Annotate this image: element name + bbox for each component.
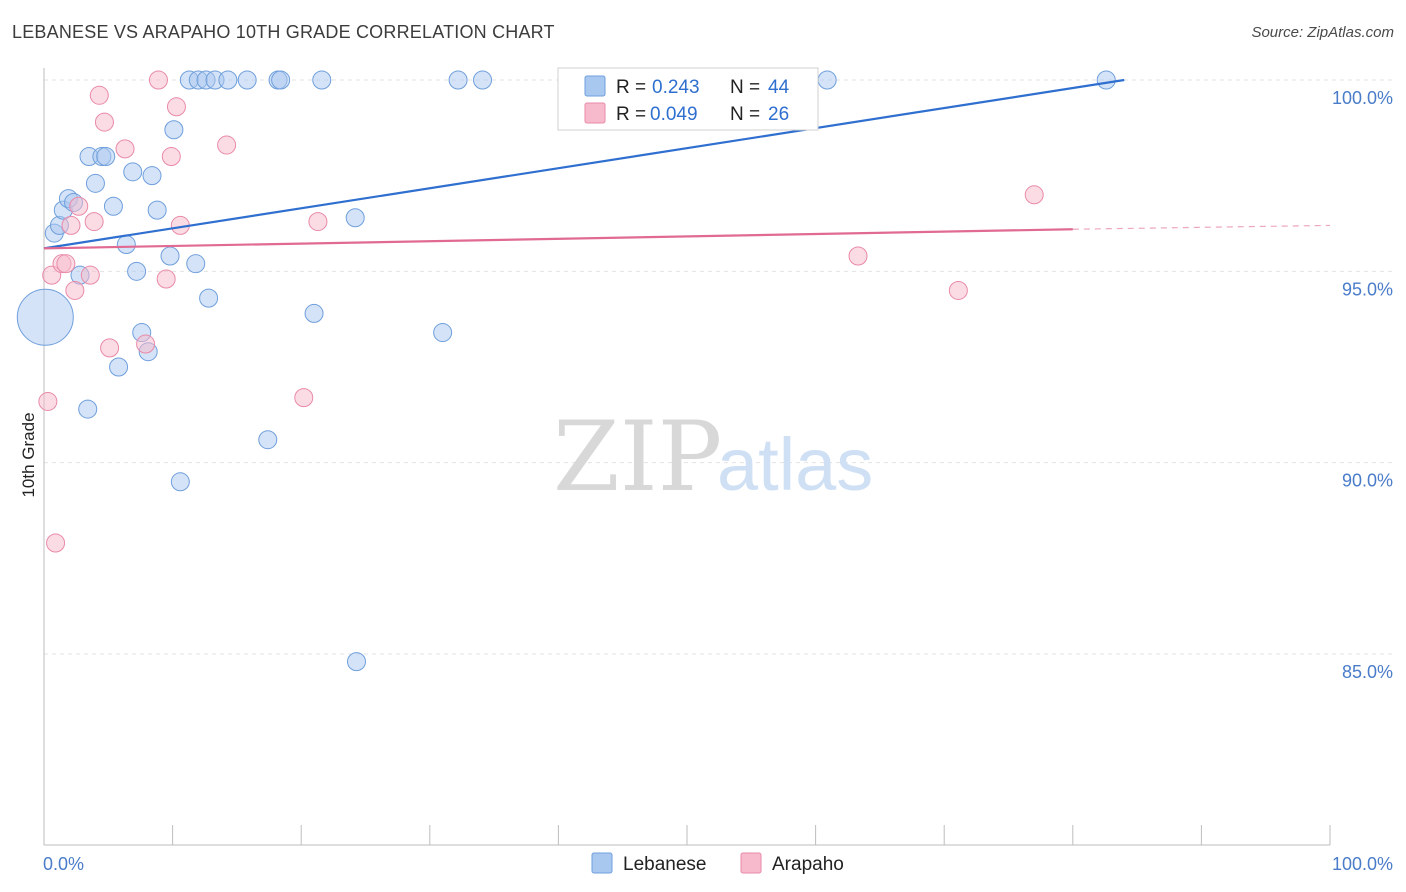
data-point-arapaho bbox=[948, 280, 968, 300]
data-points bbox=[16, 70, 1116, 672]
data-point-lebanese bbox=[123, 162, 143, 182]
data-point-lebanese bbox=[164, 120, 184, 140]
watermark: ZIP atlas bbox=[553, 401, 873, 513]
data-point-lebanese bbox=[199, 288, 219, 308]
data-point-arapaho bbox=[69, 196, 89, 216]
data-point-arapaho bbox=[100, 338, 120, 358]
data-point-lebanese bbox=[345, 208, 365, 228]
data-point-lebanese bbox=[473, 70, 493, 90]
data-point-arapaho bbox=[148, 70, 168, 90]
data-point-arapaho bbox=[115, 139, 135, 159]
data-point-lebanese bbox=[103, 196, 123, 216]
data-point-arapaho bbox=[80, 265, 100, 285]
data-point-lebanese bbox=[116, 235, 136, 255]
data-point-arapaho bbox=[1024, 185, 1044, 205]
data-point-lebanese bbox=[147, 200, 167, 220]
trend-lines bbox=[43, 78, 1331, 250]
legend-swatch-lebanese-bottom bbox=[591, 852, 613, 874]
grid-lines bbox=[44, 79, 1395, 655]
source-label: Source: ZipAtlas.com bbox=[1251, 24, 1394, 41]
legend-label-arapaho: Arapaho bbox=[772, 854, 844, 875]
data-point-lebanese bbox=[433, 323, 453, 343]
x-tick-label: 0.0% bbox=[43, 854, 84, 874]
data-point-lebanese bbox=[142, 166, 162, 186]
data-point-arapaho bbox=[166, 97, 186, 117]
data-point-lebanese bbox=[78, 399, 98, 419]
data-point-arapaho bbox=[848, 246, 868, 266]
legend-r-label-arapaho: R = bbox=[616, 104, 646, 125]
x-tick-label: 100.0% bbox=[1332, 854, 1393, 874]
axes bbox=[43, 68, 1331, 846]
legend-n-value-arapaho: 26 bbox=[768, 104, 789, 125]
trend-line-lebanese bbox=[43, 78, 1125, 250]
data-point-lebanese bbox=[258, 430, 278, 450]
data-point-arapaho bbox=[156, 269, 176, 289]
data-point-lebanese bbox=[346, 652, 366, 672]
data-point-lebanese bbox=[218, 70, 238, 90]
trend-line-extension-arapaho bbox=[1072, 224, 1331, 230]
data-point-lebanese bbox=[312, 70, 332, 90]
series-legend: Lebanese Arapaho bbox=[591, 852, 844, 875]
legend-swatch-arapaho-bottom bbox=[740, 852, 762, 874]
legend-n-label-lebanese: N = bbox=[730, 77, 760, 98]
watermark-zip: ZIP bbox=[553, 401, 722, 513]
data-point-arapaho bbox=[46, 533, 66, 553]
data-point-lebanese bbox=[817, 70, 837, 90]
data-point-lebanese bbox=[1096, 70, 1116, 90]
stats-legend: R = 0.243 N = 44 R = 0.049 N = 26 bbox=[557, 67, 819, 131]
data-point-arapaho bbox=[161, 147, 181, 167]
data-point-lebanese bbox=[448, 70, 468, 90]
legend-n-label-arapaho: N = bbox=[730, 104, 760, 125]
legend-n-value-lebanese: 44 bbox=[768, 77, 790, 98]
data-point-arapaho bbox=[94, 112, 114, 132]
legend-r-label-lebanese: R = bbox=[616, 77, 646, 98]
y-tick-label: 100.0% bbox=[1332, 88, 1393, 108]
watermark-atlas: atlas bbox=[717, 423, 873, 506]
legend-label-lebanese: Lebanese bbox=[623, 854, 706, 875]
legend-r-value-arapaho: 0.049 bbox=[650, 104, 698, 125]
tick-labels: 100.0% 95.0% 90.0% 85.0% 0.0% 100.0% bbox=[43, 88, 1393, 874]
chart-title: LEBANESE VS ARAPAHO 10TH GRADE CORRELATI… bbox=[12, 22, 555, 42]
data-point-arapaho bbox=[56, 254, 76, 274]
legend-swatch-arapaho bbox=[584, 102, 606, 124]
legend-r-value-lebanese: 0.243 bbox=[652, 77, 700, 98]
data-point-arapaho bbox=[65, 280, 85, 300]
legend-swatch-lebanese bbox=[584, 75, 606, 97]
data-point-arapaho bbox=[38, 391, 58, 411]
data-point-lebanese bbox=[170, 472, 190, 492]
data-point-lebanese bbox=[237, 70, 257, 90]
data-point-lebanese bbox=[16, 288, 74, 346]
y-tick-label: 95.0% bbox=[1342, 279, 1393, 299]
data-point-lebanese bbox=[109, 357, 129, 377]
data-point-lebanese bbox=[160, 246, 180, 266]
data-point-lebanese bbox=[85, 173, 105, 193]
data-point-lebanese bbox=[271, 70, 291, 90]
y-tick-label: 85.0% bbox=[1342, 662, 1393, 682]
data-point-arapaho bbox=[61, 215, 81, 235]
data-point-arapaho bbox=[84, 212, 104, 232]
data-point-arapaho bbox=[294, 388, 314, 408]
data-point-lebanese bbox=[96, 147, 116, 167]
data-point-lebanese bbox=[304, 303, 324, 323]
trend-line-arapaho bbox=[43, 228, 1073, 250]
data-point-arapaho bbox=[89, 85, 109, 105]
data-point-lebanese bbox=[127, 261, 147, 281]
data-point-arapaho bbox=[308, 212, 328, 232]
y-axis-label: 10th Grade bbox=[19, 412, 38, 497]
data-point-arapaho bbox=[136, 334, 156, 354]
y-tick-label: 90.0% bbox=[1342, 471, 1393, 491]
data-point-arapaho bbox=[217, 135, 237, 155]
data-point-lebanese bbox=[186, 254, 206, 274]
